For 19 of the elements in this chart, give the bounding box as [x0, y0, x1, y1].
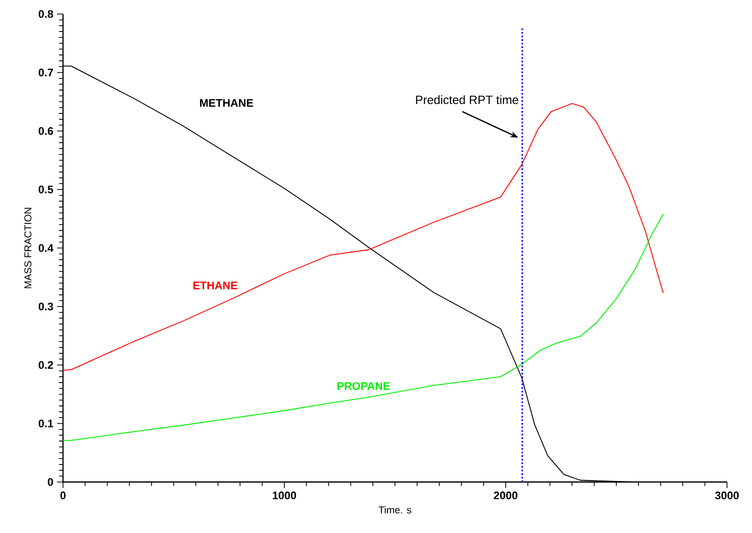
x-tick-label: 3000 [715, 492, 739, 500]
series-label: ETHANE [193, 282, 238, 290]
text: METHANE [200, 99, 254, 107]
y-tick-label: 0.3 [38, 302, 54, 310]
y-tick-label: 0.2 [38, 361, 54, 369]
y-axis-title: MASS FRACTION [24, 208, 32, 288]
ref-line-label: Predicted RPT time [416, 95, 518, 104]
y-tick-label: 0.7 [38, 68, 53, 76]
y-tick-label: 0.8 [38, 10, 54, 18]
y-tick-label: 0.6 [38, 127, 54, 135]
series-label: PROPANE [338, 382, 390, 390]
y-tick-label: 0 [48, 478, 54, 486]
x-tick-label: 0 [60, 492, 66, 500]
y-tick-label: 0.1 [38, 420, 54, 428]
y-tick-label: 0.5 [38, 186, 54, 194]
y-tick-label: 0.4 [38, 244, 54, 252]
x-tick-label: 2000 [494, 492, 518, 500]
x-tick-label: 1000 [272, 492, 296, 500]
x-axis-title: Time. s [378, 506, 412, 514]
